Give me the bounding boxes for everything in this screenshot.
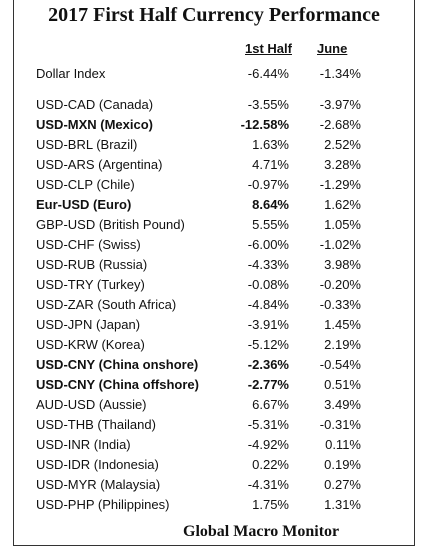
currency-name: USD-PHP (Philippines) [36,497,170,512]
june-value: -0.54% [319,357,361,372]
currency-name: USD-RUB (Russia) [36,257,148,272]
june-value: 1.45% [324,317,361,332]
first-half-value: -12.58% [240,117,289,132]
table-row: USD-CNY (China onshore) -2.36% -0.54% [0,355,428,375]
table-row: USD-MYR (Malaysia) -4.31% 0.27% [0,475,428,495]
june-value: 1.31% [324,497,361,512]
currency-name: USD-CLP (Chile) [36,177,135,192]
first-half-value: 8.64% [252,197,289,212]
june-value: 3.49% [324,397,361,412]
currency-name: USD-CAD (Canada) [36,97,154,112]
table-row: USD-ARS (Argentina) 4.71% 3.28% [0,155,428,175]
currency-name: USD-INR (India) [36,437,131,452]
table-row: AUD-USD (Aussie) 6.67% 3.49% [0,395,428,415]
currency-name: USD-ZAR (South Africa) [36,297,177,312]
table-row: USD-CLP (Chile) -0.97% -1.29% [0,175,428,195]
currency-name: GBP-USD (British Pound) [36,217,185,232]
june-value: 0.27% [324,477,361,492]
first-half-value: -6.00% [247,237,289,252]
june-value: -1.02% [319,237,361,252]
table-row: USD-KRW (Korea) -5.12% 2.19% [0,335,428,355]
first-half-value: -5.12% [247,337,289,352]
currency-name: USD-ARS (Argentina) [36,157,163,172]
table-row: USD-CNY (China offshore) -2.77% 0.51% [0,375,428,395]
table-row: Dollar Index -6.44% -1.34% [0,64,428,84]
currency-name: Eur-USD (Euro) [36,197,132,212]
june-value: -0.20% [319,277,361,292]
june-value: 0.11% [325,437,361,452]
first-half-value: 6.67% [252,397,289,412]
currency-name: USD-BRL (Brazil) [36,137,138,152]
currency-name: USD-MYR (Malaysia) [36,477,161,492]
table-row: USD-CHF (Swiss) -6.00% -1.02% [0,235,428,255]
june-value: 2.52% [324,137,361,152]
june-value: 0.51% [324,377,361,392]
table-row: USD-PHP (Philippines) 1.75% 1.31% [0,495,428,515]
first-half-value: 0.22% [252,457,289,472]
table-row: Eur-USD (Euro) 8.64% 1.62% [0,195,428,215]
first-half-value: -4.33% [247,257,289,272]
june-value: 3.98% [324,257,361,272]
currency-name: AUD-USD (Aussie) [36,397,147,412]
currency-name: USD-KRW (Korea) [36,337,145,352]
page-title: 2017 First Half Currency Performance [48,4,380,26]
first-half-value: -4.31% [247,477,289,492]
table-row: USD-JPN (Japan) -3.91% 1.45% [0,315,428,335]
june-value: -3.97% [319,97,361,112]
table-row: USD-RUB (Russia) -4.33% 3.98% [0,255,428,275]
first-half-value: -4.84% [247,297,289,312]
first-half-value: 4.71% [252,157,289,172]
first-half-value: -3.55% [247,97,289,112]
table-row: USD-MXN (Mexico) -12.58% -2.68% [0,115,428,135]
june-value: 3.28% [324,157,361,172]
first-half-value: -4.92% [247,437,289,452]
footer-source: Global Macro Monitor [183,523,340,540]
table-row: USD-INR (India) -4.92% 0.11% [0,435,428,455]
june-value: 0.19% [324,457,361,472]
first-half-value: -0.08% [247,277,289,292]
june-value: -0.33% [319,297,361,312]
column-header-first-half: 1st Half [245,41,292,56]
first-half-value: -5.31% [247,417,289,432]
table-frame [13,0,415,546]
june-value: 1.62% [324,197,361,212]
currency-name: USD-CHF (Swiss) [36,237,141,252]
currency-name: USD-JPN (Japan) [36,317,141,332]
june-value: -2.68% [319,117,361,132]
currency-name: USD-CNY (China onshore) [36,357,199,372]
june-value: -1.34% [319,66,361,81]
currency-name: USD-MXN (Mexico) [36,117,154,132]
currency-name: USD-IDR (Indonesia) [36,457,159,472]
currency-name: USD-THB (Thailand) [36,417,156,432]
june-value: -0.31% [319,417,361,432]
table-row: USD-CAD (Canada) -3.55% -3.97% [0,95,428,115]
first-half-value: 1.63% [252,137,289,152]
first-half-value: -2.77% [247,377,289,392]
june-value: 2.19% [324,337,361,352]
june-value: 1.05% [324,217,361,232]
first-half-value: 5.55% [252,217,289,232]
table-row: GBP-USD (British Pound) 5.55% 1.05% [0,215,428,235]
column-header-june: June [317,41,348,56]
first-half-value: -3.91% [247,317,289,332]
june-value: -1.29% [319,177,361,192]
first-half-value: -0.97% [247,177,289,192]
currency-name: USD-CNY (China offshore) [36,377,199,392]
first-half-value: -2.36% [247,357,289,372]
table-row: USD-IDR (Indonesia) 0.22% 0.19% [0,455,428,475]
table-row: USD-THB (Thailand) -5.31% -0.31% [0,415,428,435]
first-half-value: 1.75% [252,497,289,512]
table-row: USD-TRY (Turkey) -0.08% -0.20% [0,275,428,295]
first-half-value: -6.44% [247,66,289,81]
currency-name: Dollar Index [36,66,106,81]
table-row: USD-BRL (Brazil) 1.63% 2.52% [0,135,428,155]
currency-name: USD-TRY (Turkey) [36,277,145,292]
table-row: USD-ZAR (South Africa) -4.84% -0.33% [0,295,428,315]
